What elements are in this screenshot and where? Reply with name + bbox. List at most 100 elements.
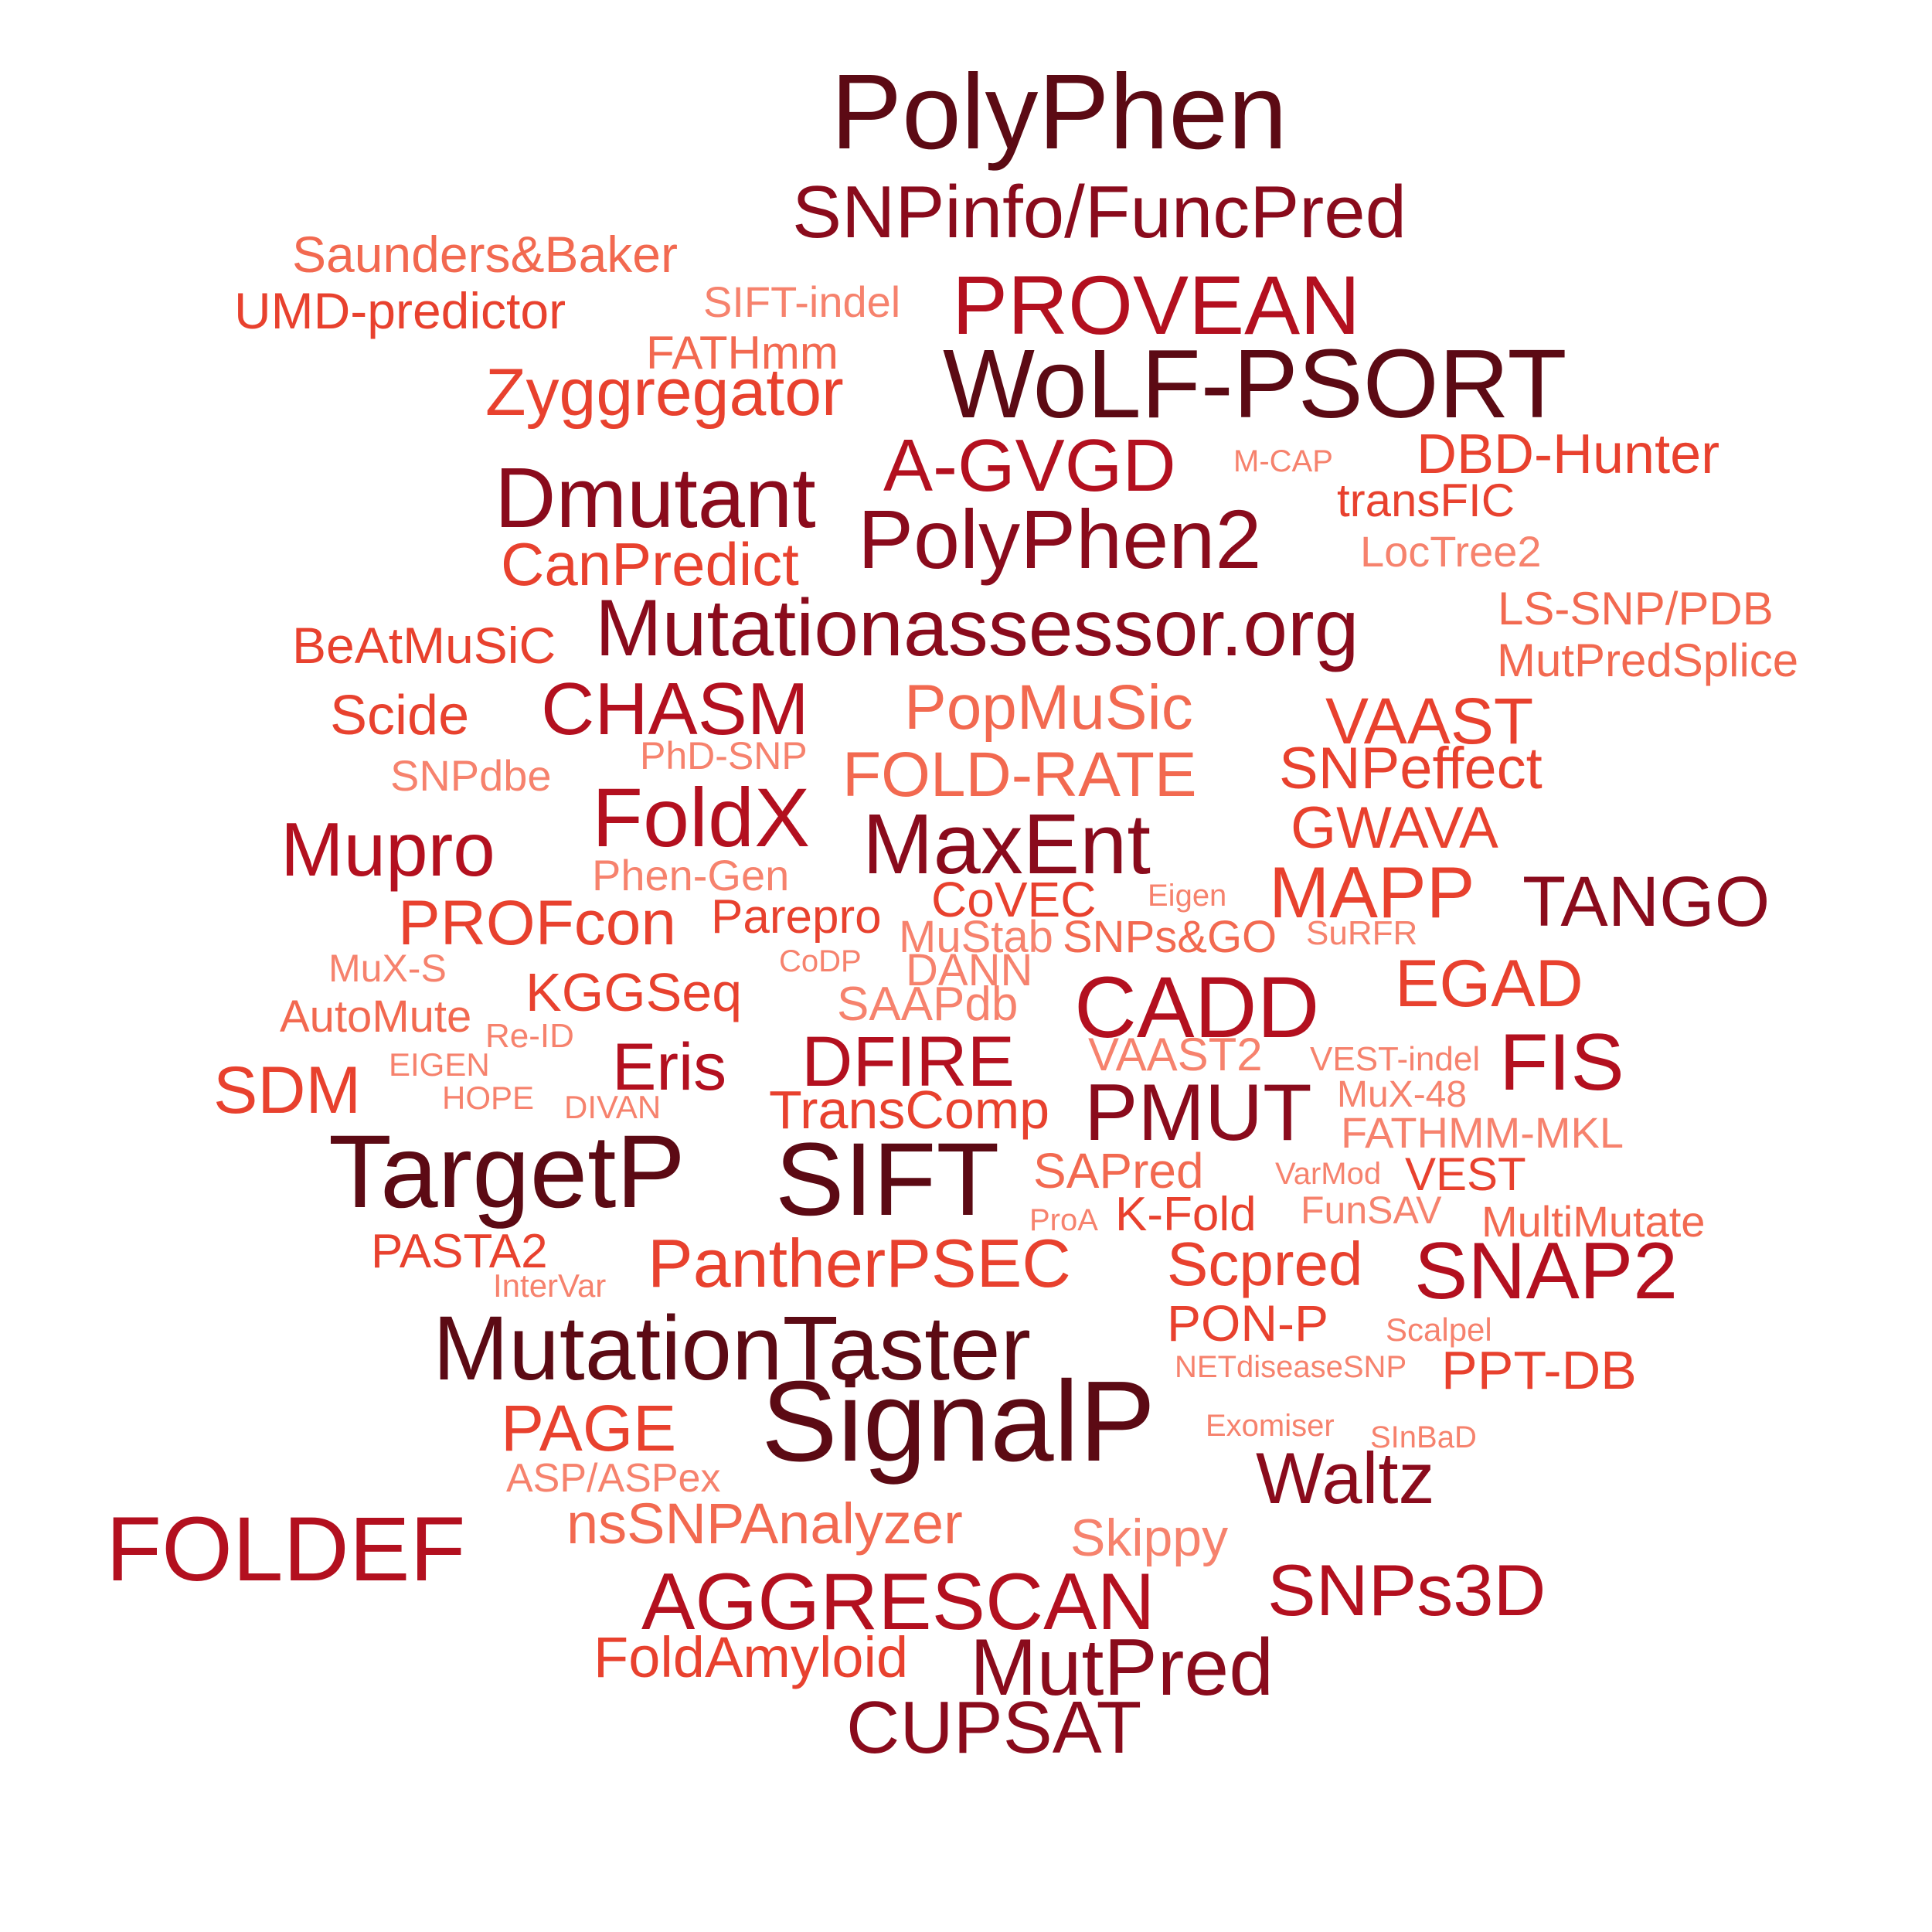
word-profcon: PROFcon xyxy=(398,888,676,958)
word-surfr: SuRFR xyxy=(1306,914,1417,952)
word-page: PAGE xyxy=(501,1392,676,1464)
word-dmutant: Dmutant xyxy=(495,451,816,546)
word-sift-indel: SIFT-indel xyxy=(703,277,900,326)
word-mustab: MuStab xyxy=(899,912,1053,962)
word-vest: VEST xyxy=(1405,1148,1526,1200)
word-skippy: Skippy xyxy=(1070,1509,1228,1567)
word-intervar: InterVar xyxy=(493,1267,606,1304)
word-sinbad: SInBaD xyxy=(1370,1420,1477,1454)
word-vaast2: VAAST2 xyxy=(1088,1029,1263,1080)
word-dbd-hunter: DBD-Hunter xyxy=(1417,423,1719,485)
word-sapred: SAPred xyxy=(1033,1143,1204,1199)
word-netdiseasesnp: NETdiseaseSNP xyxy=(1175,1350,1406,1384)
word-waltz: Waltz xyxy=(1256,1437,1435,1519)
word-pasta2: PASTA2 xyxy=(371,1225,548,1278)
word-ppt-db: PPT-DB xyxy=(1441,1340,1637,1400)
word-saapdb: SAAPdb xyxy=(837,978,1018,1031)
word-tango: TANGO xyxy=(1522,862,1770,941)
word-scpred: Scpred xyxy=(1167,1230,1362,1298)
word-provean: PROVEAN xyxy=(952,258,1360,352)
word-snpdbe: SNPdbe xyxy=(390,751,552,800)
word-varmod: VarMod xyxy=(1275,1157,1381,1191)
word-chasm: CHASM xyxy=(541,668,809,750)
word-fold-rate: FOLD-RATE xyxy=(842,740,1197,810)
word-phd-snp: PhD-SNP xyxy=(640,734,808,777)
word-scalpel: Scalpel xyxy=(1386,1311,1492,1348)
word-loctree2: LocTree2 xyxy=(1360,527,1542,576)
word-codp: CoDP xyxy=(779,944,862,978)
word-vaast: VAAST xyxy=(1325,685,1533,757)
word-snpinfo-funcpred: SNPinfo/FuncPred xyxy=(792,171,1406,253)
word-dann: DANN xyxy=(906,945,1032,995)
word-covec: CoVEC xyxy=(931,872,1096,927)
word-automute: AutoMute xyxy=(280,992,471,1042)
word-umd-predictor: UMD-predictor xyxy=(234,282,566,339)
word-eigen: EIGEN xyxy=(389,1046,490,1083)
word-mutationtaster: MutationTaster xyxy=(433,1298,1031,1400)
word-saunders-baker: Saunders&Baker xyxy=(292,226,678,283)
word-hope: HOPE xyxy=(442,1080,534,1116)
word-egad: EGAD xyxy=(1395,947,1583,1021)
word-pantherpsec: PantherPSEC xyxy=(648,1225,1071,1301)
word-popmusic: PopMuSic xyxy=(904,672,1193,743)
word-phen-gen: Phen-Gen xyxy=(592,851,789,900)
word-targetp: TargetP xyxy=(328,1114,685,1230)
word-zyggregator: Zyggregator xyxy=(485,355,844,430)
word-snps3d: SNPs3D xyxy=(1267,1549,1546,1631)
word-transfic: transFIC xyxy=(1337,474,1515,526)
word-mupro: Mupro xyxy=(281,807,495,892)
word-maxent: MaxEnt xyxy=(862,797,1151,892)
word-multimutate: MultiMutate xyxy=(1481,1197,1705,1246)
word-re-id: Re-ID xyxy=(485,1017,574,1055)
word-beatmusic: BeAtMuSiC xyxy=(292,617,556,674)
word-scide: Scide xyxy=(330,685,469,747)
word-foldef: FOLDEF xyxy=(106,1498,466,1600)
word-snpeffect: SNPeffect xyxy=(1279,736,1543,801)
word-eigen: Eigen xyxy=(1148,879,1226,913)
word-foldx: FoldX xyxy=(592,770,810,864)
word-mux-48: MuX-48 xyxy=(1337,1074,1467,1115)
word-kggseq: KGGSeq xyxy=(526,962,742,1022)
word-gwava: GWAVA xyxy=(1291,795,1498,861)
word-mutationassessor-org: Mutationassessor.org xyxy=(595,583,1359,673)
word-asp-aspex: ASP/ASPex xyxy=(506,1456,720,1501)
word-mapp: MAPP xyxy=(1269,852,1475,933)
word-cadd: CADD xyxy=(1074,959,1319,1056)
word-mutpredsplice: MutPredSplice xyxy=(1497,634,1798,686)
word-exomiser: Exomiser xyxy=(1206,1409,1335,1443)
word-sdm: SDM xyxy=(213,1053,361,1128)
word-fathmm-mkl: FATHMM-MKL xyxy=(1341,1108,1624,1157)
word-pon-p: PON-P xyxy=(1167,1294,1328,1352)
word-ls-snp-pdb: LS-SNP/PDB xyxy=(1498,583,1774,634)
word-mutpred: MutPred xyxy=(970,1623,1274,1713)
word-k-fold: K-Fold xyxy=(1115,1188,1257,1241)
word-canpredict: CanPredict xyxy=(501,530,799,598)
word-nssnpanalyzer: nsSNPAnalyzer xyxy=(566,1492,963,1556)
word-dfire: DFIRE xyxy=(801,1022,1015,1101)
word-eris: Eris xyxy=(612,1030,726,1104)
word-pmut: PMUT xyxy=(1084,1068,1312,1158)
word-fis: FIS xyxy=(1499,1018,1624,1107)
word-aggrescan: AGGRESCAN xyxy=(641,1557,1155,1647)
word-parepro: Parepro xyxy=(711,890,882,944)
word-signalp: SignalP xyxy=(761,1358,1155,1485)
word-m-cap: M-CAP xyxy=(1233,444,1333,478)
word-cupsat: CUPSAT xyxy=(846,1686,1141,1769)
word-snap2: SNAP2 xyxy=(1414,1226,1678,1316)
word-foldamyloid: FoldAmyloid xyxy=(594,1625,908,1689)
word-mux-s: MuX-S xyxy=(328,947,447,990)
word-polyphen2: PolyPhen2 xyxy=(858,492,1261,586)
word-snps-go: SNPs&GO xyxy=(1063,912,1277,962)
word-polyphen: PolyPhen xyxy=(831,53,1287,172)
word-proa: ProA xyxy=(1029,1203,1098,1237)
word-a-gvgd: A-GVGD xyxy=(883,424,1176,507)
word-vest-indel: VEST-indel xyxy=(1310,1040,1480,1078)
word-sift: SIFT xyxy=(775,1122,999,1237)
word-funsav: FunSAV xyxy=(1301,1189,1442,1232)
word-divan: DIVAN xyxy=(564,1089,661,1125)
word-transcomp: TransComp xyxy=(769,1080,1049,1140)
word-wolf-psort: WoLF-PSORT xyxy=(943,329,1567,438)
word-fathmm: FATHmm xyxy=(646,327,838,379)
